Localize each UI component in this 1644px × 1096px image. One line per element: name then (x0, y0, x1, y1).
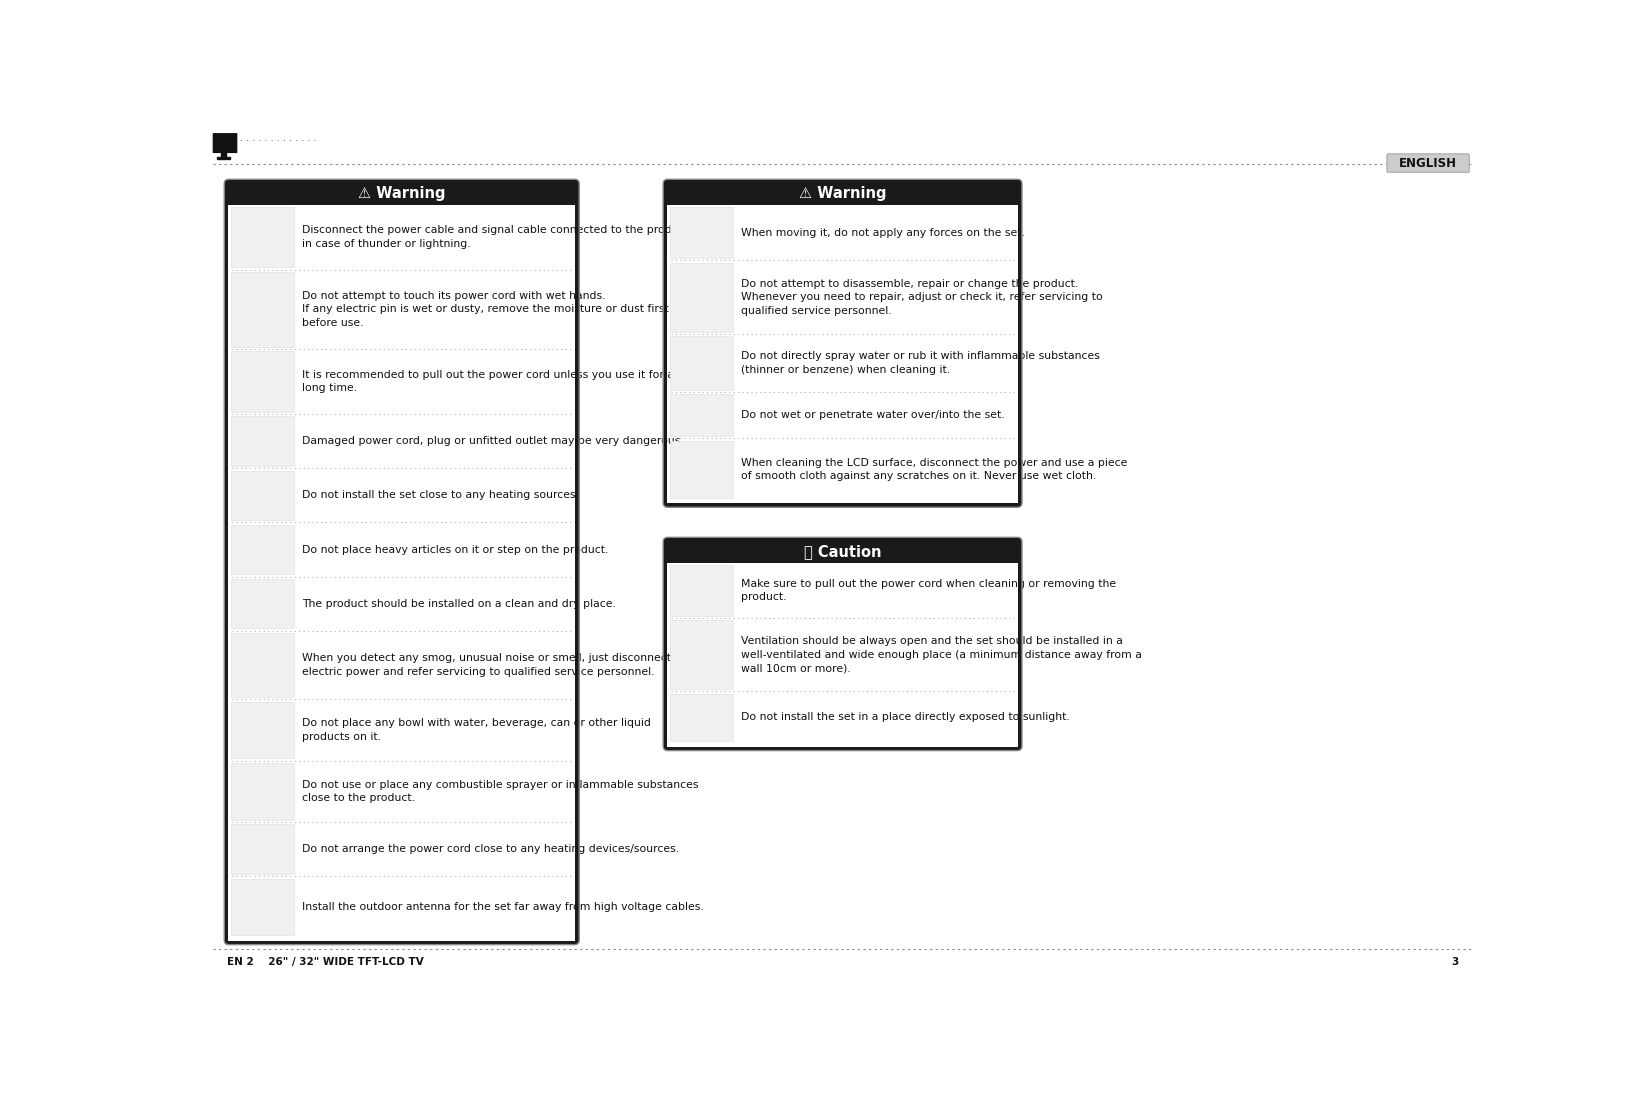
Text: Do not place any bowl with water, beverage, can or other liquid
products on it.: Do not place any bowl with water, bevera… (302, 718, 651, 742)
FancyBboxPatch shape (212, 133, 237, 153)
Bar (232, 525, 294, 574)
Text: The product should be installed on a clean and dry place.: The product should be installed on a cle… (302, 598, 616, 608)
Text: EN 2    26" / 32" WIDE TFT-LCD TV: EN 2 26" / 32" WIDE TFT-LCD TV (227, 957, 423, 967)
Polygon shape (222, 152, 225, 157)
Text: Do not place heavy articles on it or step on the product.: Do not place heavy articles on it or ste… (302, 545, 608, 555)
Text: . . . . . . . . . . . . .: . . . . . . . . . . . . . (240, 134, 317, 144)
Bar (232, 701, 294, 758)
Bar (232, 207, 294, 267)
Bar (671, 441, 733, 498)
Text: Do not install the set close to any heating sources.: Do not install the set close to any heat… (302, 490, 579, 501)
Text: When you detect any smog, unusual noise or smell, just disconnect the
electric p: When you detect any smog, unusual noise … (302, 653, 692, 677)
FancyBboxPatch shape (667, 562, 1018, 746)
Bar (671, 207, 733, 258)
Text: Do not wet or penetrate water over/into the set.: Do not wet or penetrate water over/into … (741, 410, 1004, 420)
Text: Do not install the set in a place directly exposed to sunlight.: Do not install the set in a place direct… (741, 712, 1070, 722)
Text: Disconnect the power cable and signal cable connected to the product
in case of : Disconnect the power cable and signal ca… (302, 226, 689, 249)
Bar (671, 336, 733, 390)
Text: Do not directly spray water or rub it with inflammable substances
(thinner or be: Do not directly spray water or rub it wi… (741, 351, 1100, 375)
Bar (671, 566, 733, 616)
Text: Damaged power cord, plug or unfitted outlet may be very dangerous.: Damaged power cord, plug or unfitted out… (302, 436, 684, 446)
Text: 3: 3 (1452, 957, 1458, 967)
Bar (232, 416, 294, 466)
Text: Install the outdoor antenna for the set far away from high voltage cables.: Install the outdoor antenna for the set … (302, 902, 704, 912)
Text: Make sure to pull out the power cord when cleaning or removing the
product.: Make sure to pull out the power cord whe… (741, 579, 1116, 602)
Bar (232, 470, 294, 521)
Text: When cleaning the LCD surface, disconnect the power and use a piece
of smooth cl: When cleaning the LCD surface, disconnec… (741, 458, 1128, 481)
Bar (671, 395, 733, 436)
Text: Do not use or place any combustible sprayer or inflammable substances
close to t: Do not use or place any combustible spra… (302, 779, 699, 803)
Bar (232, 272, 294, 346)
FancyBboxPatch shape (224, 180, 579, 945)
Bar (671, 620, 733, 689)
Bar (232, 352, 294, 412)
Text: ⚠ Warning: ⚠ Warning (799, 186, 886, 202)
FancyBboxPatch shape (667, 205, 1018, 503)
Bar (671, 263, 733, 332)
Text: Do not attempt to disassemble, repair or change the product.
Whenever you need t: Do not attempt to disassemble, repair or… (741, 278, 1103, 316)
Text: Do not attempt to touch its power cord with wet hands.
If any electric pin is we: Do not attempt to touch its power cord w… (302, 290, 669, 328)
Bar (232, 633, 294, 697)
FancyBboxPatch shape (229, 205, 575, 940)
Text: When moving it, do not apply any forces on the set.: When moving it, do not apply any forces … (741, 228, 1024, 238)
Bar (232, 579, 294, 628)
Text: Ventilation should be always open and the set should be installed in a
well-vent: Ventilation should be always open and th… (741, 636, 1143, 673)
Bar (671, 694, 733, 741)
Bar (232, 824, 294, 874)
FancyBboxPatch shape (1388, 153, 1470, 172)
Bar (232, 763, 294, 820)
Text: ⚠ Warning: ⚠ Warning (358, 186, 446, 202)
Bar (232, 879, 294, 935)
Polygon shape (217, 157, 230, 159)
FancyBboxPatch shape (663, 180, 1023, 507)
FancyBboxPatch shape (663, 537, 1023, 751)
Text: ENGLISH: ENGLISH (1399, 157, 1457, 170)
Text: Do not arrange the power cord close to any heating devices/sources.: Do not arrange the power cord close to a… (302, 844, 679, 854)
Text: ⓘ Caution: ⓘ Caution (804, 545, 881, 559)
Text: It is recommended to pull out the power cord unless you use it for a
long time.: It is recommended to pull out the power … (302, 369, 674, 393)
